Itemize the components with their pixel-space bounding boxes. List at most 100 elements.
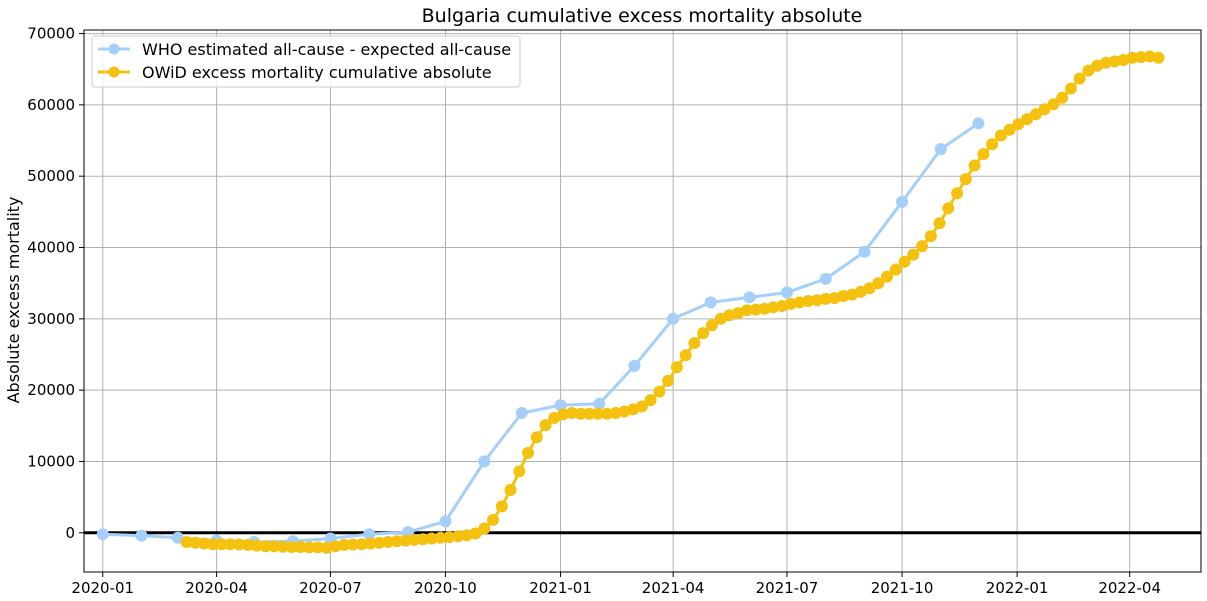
y-tick-label: 70000 <box>27 25 75 43</box>
y-tick-label: 50000 <box>27 167 75 185</box>
series-0-point <box>858 245 871 258</box>
series-1-point <box>530 431 543 444</box>
series-1-point <box>898 255 911 268</box>
series-1-point <box>329 540 342 553</box>
series-1-point <box>355 538 368 551</box>
x-tick-label: 2022-04 <box>1098 579 1161 597</box>
series-1-point <box>924 230 937 243</box>
legend-box <box>91 35 521 88</box>
grid-layer <box>84 30 1201 572</box>
x-tick-label: 2020-04 <box>185 579 248 597</box>
series-1-point <box>268 540 281 553</box>
series-1-point <box>1126 51 1139 64</box>
series-1-point <box>443 531 456 544</box>
series-1-point <box>933 217 946 230</box>
series-1-point <box>1099 56 1112 69</box>
series-1-point <box>986 138 999 151</box>
series-1-point <box>635 400 648 413</box>
series-0-point <box>743 291 756 304</box>
series-1-point <box>819 292 832 305</box>
legend-label-owid: OWiD excess mortality cumulative absolut… <box>142 63 492 82</box>
series-1-point <box>276 540 289 553</box>
series-1-point <box>215 538 228 551</box>
y-axis-label: Absolute excess mortality <box>4 197 23 404</box>
series-1-point <box>233 538 246 551</box>
series-1-point <box>1143 50 1156 63</box>
series-1-point <box>705 319 718 332</box>
series-1-point <box>1152 51 1165 64</box>
series-1-point <box>916 240 929 253</box>
series-1-point <box>224 538 237 551</box>
series-1-point <box>889 263 902 276</box>
series-1-point <box>574 407 587 420</box>
series-1-point <box>495 500 508 513</box>
series-1-point <box>697 327 710 340</box>
series-1-point <box>1029 108 1042 121</box>
series-1-point <box>644 394 657 407</box>
series-1-point <box>452 530 464 543</box>
series-1-point <box>478 522 491 535</box>
y-tick-label: 10000 <box>27 452 75 470</box>
series-1-point <box>303 541 316 554</box>
series-1-point <box>881 270 893 283</box>
series-1-point <box>198 537 211 550</box>
series-1-point <box>1021 113 1034 126</box>
series-1-point <box>522 446 534 459</box>
series-1-point <box>592 407 605 420</box>
series-1-point <box>872 277 885 290</box>
series-0-point <box>896 195 908 208</box>
series-1-point <box>364 537 377 550</box>
series-1-point <box>338 538 351 551</box>
series-1-point <box>241 538 254 551</box>
series-1-point <box>382 536 394 548</box>
series-1-point <box>653 385 666 398</box>
series-0-point <box>704 296 717 309</box>
series-layer <box>96 50 1165 554</box>
tick-layer: 2020-01 2020-04 2020-07 2020-10 2021-01 2021-… <box>27 25 1161 597</box>
series-1-point <box>662 374 675 387</box>
series-1-point <box>513 465 526 478</box>
series-1-point <box>1003 123 1016 136</box>
legend-marker-who <box>108 43 120 55</box>
series-1-point <box>1056 91 1069 104</box>
series-1-point <box>951 187 964 200</box>
series-1-point <box>425 532 438 545</box>
series-1-point <box>1082 64 1095 77</box>
series-1-point <box>259 540 272 553</box>
series-1-point <box>1047 98 1060 111</box>
series-1-point <box>994 129 1007 142</box>
series-1-point <box>487 513 499 526</box>
y-tick-label: 0 <box>65 524 75 542</box>
plot-frame <box>83 29 1202 573</box>
series-1-point <box>863 282 876 295</box>
series-1-point <box>399 534 412 547</box>
series-0-point <box>96 528 109 541</box>
series-1-point <box>417 533 429 546</box>
series-0-point <box>554 399 567 412</box>
y-tick-label: 20000 <box>27 381 75 399</box>
series-1-point <box>373 536 386 549</box>
series-1-point <box>408 533 421 546</box>
x-tick-label: 2020-07 <box>299 579 362 597</box>
series-1-point <box>600 407 613 420</box>
x-tick-label: 2022-01 <box>986 579 1049 597</box>
series-0-point <box>135 529 148 542</box>
series-1-point <box>250 539 263 552</box>
series-1-point <box>311 541 324 554</box>
series-1-point <box>1073 72 1086 85</box>
x-tick-label: 2021-10 <box>871 579 934 597</box>
series-1-point <box>749 303 762 316</box>
series-1-point <box>942 202 955 215</box>
series-0-point <box>628 359 641 372</box>
series-1-point <box>285 541 298 553</box>
series-0-point <box>972 117 985 130</box>
series-1-point <box>583 407 596 420</box>
series-0-point <box>781 286 793 299</box>
series-0-point <box>363 528 376 541</box>
x-tick-label: 2020-10 <box>414 579 477 597</box>
series-0-point <box>667 312 680 325</box>
y-tick-label: 60000 <box>27 96 75 114</box>
